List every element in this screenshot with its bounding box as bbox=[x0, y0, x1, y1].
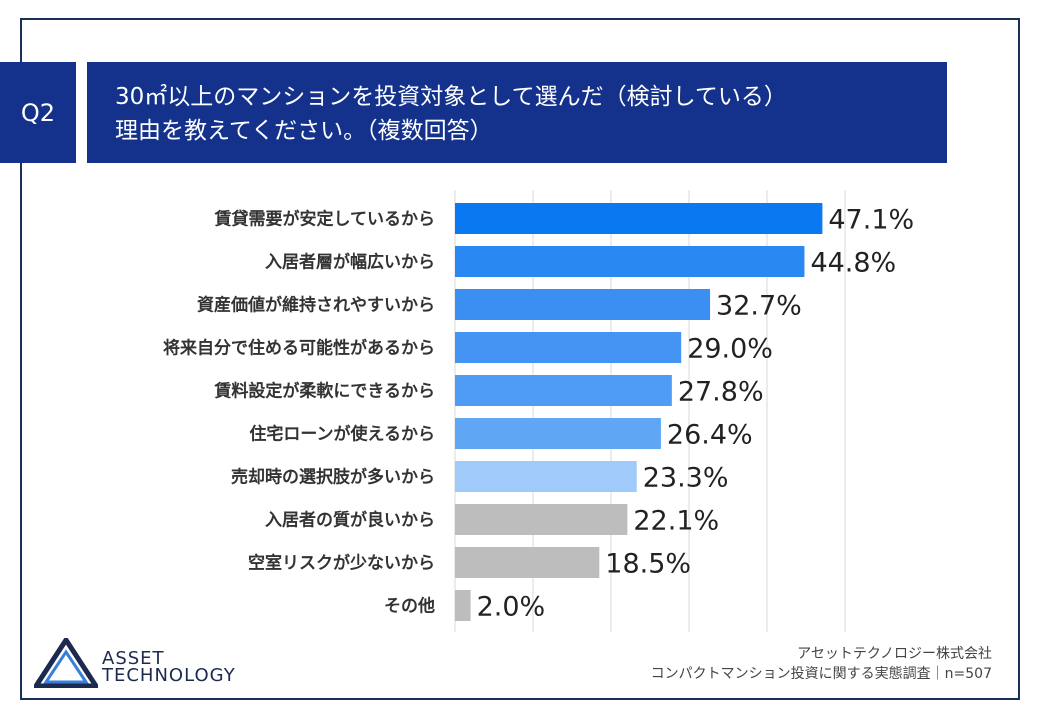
source-company: アセットテクノロジー株式会社 bbox=[797, 646, 992, 662]
source-survey: コンパクトマンション投資に関する実態調査｜n=507 bbox=[650, 666, 992, 682]
category-label: 売却時の選択肢が多いから bbox=[231, 467, 435, 488]
category-label: 空室リスクが少ないから bbox=[248, 553, 435, 574]
bar bbox=[455, 246, 805, 277]
question-title: 30㎡以上のマンションを投資対象として選んだ（検討している） 理由を教えてくださ… bbox=[87, 62, 947, 163]
category-label: 住宅ローンが使えるから bbox=[249, 424, 435, 445]
category-label: 賃料設定が柔軟にできるから bbox=[213, 381, 435, 402]
source-note: アセットテクノロジー株式会社 コンパクトマンション投資に関する実態調査｜n=50… bbox=[651, 644, 992, 684]
title-line-2: 理由を教えてください。（複数回答） bbox=[115, 118, 493, 144]
title-line-1: 30㎡以上のマンションを投資対象として選んだ（検討している） bbox=[115, 84, 787, 110]
category-label: 資産価値が維持されやすいから bbox=[197, 295, 435, 316]
logo-text-asset: ASSET bbox=[102, 648, 165, 669]
question-badge: Q2 bbox=[0, 62, 76, 163]
category-label: 入居者層が幅広いから bbox=[265, 252, 435, 273]
bar bbox=[455, 332, 682, 363]
category-label: その他 bbox=[384, 596, 435, 617]
value-label: 44.8% bbox=[810, 248, 896, 279]
bar bbox=[455, 590, 471, 621]
value-label: 22.1% bbox=[633, 506, 719, 537]
value-label: 23.3% bbox=[643, 463, 729, 494]
value-label: 29.0% bbox=[687, 334, 773, 365]
bar bbox=[455, 547, 600, 578]
bar-chart: 賃貸需要が安定しているから 47.1% 入居者層が幅広いから 44.8% 資産価値が維持… bbox=[163, 190, 914, 632]
category-label: 賃貸需要が安定しているから bbox=[214, 209, 436, 230]
logo-text-technology: TECHNOLOGY bbox=[102, 665, 236, 686]
bar bbox=[455, 289, 711, 320]
bar bbox=[455, 203, 823, 234]
category-label: 将来自分で住める可能性があるから bbox=[163, 338, 435, 359]
category-label: 入居者の質が良いから bbox=[265, 510, 435, 531]
value-label: 27.8% bbox=[678, 377, 764, 408]
logo-text: ASSET TECHNOLOGY bbox=[102, 648, 236, 686]
value-label: 47.1% bbox=[828, 205, 914, 236]
triangle-logo-icon bbox=[31, 635, 101, 689]
bar bbox=[455, 504, 628, 535]
bar bbox=[455, 461, 637, 492]
value-label: 32.7% bbox=[716, 291, 802, 322]
value-label: 2.0% bbox=[477, 592, 546, 623]
value-label: 26.4% bbox=[667, 420, 753, 451]
value-label: 18.5% bbox=[605, 549, 691, 580]
bar bbox=[455, 375, 672, 406]
asset-technology-logo bbox=[31, 635, 101, 692]
bar bbox=[455, 418, 661, 449]
